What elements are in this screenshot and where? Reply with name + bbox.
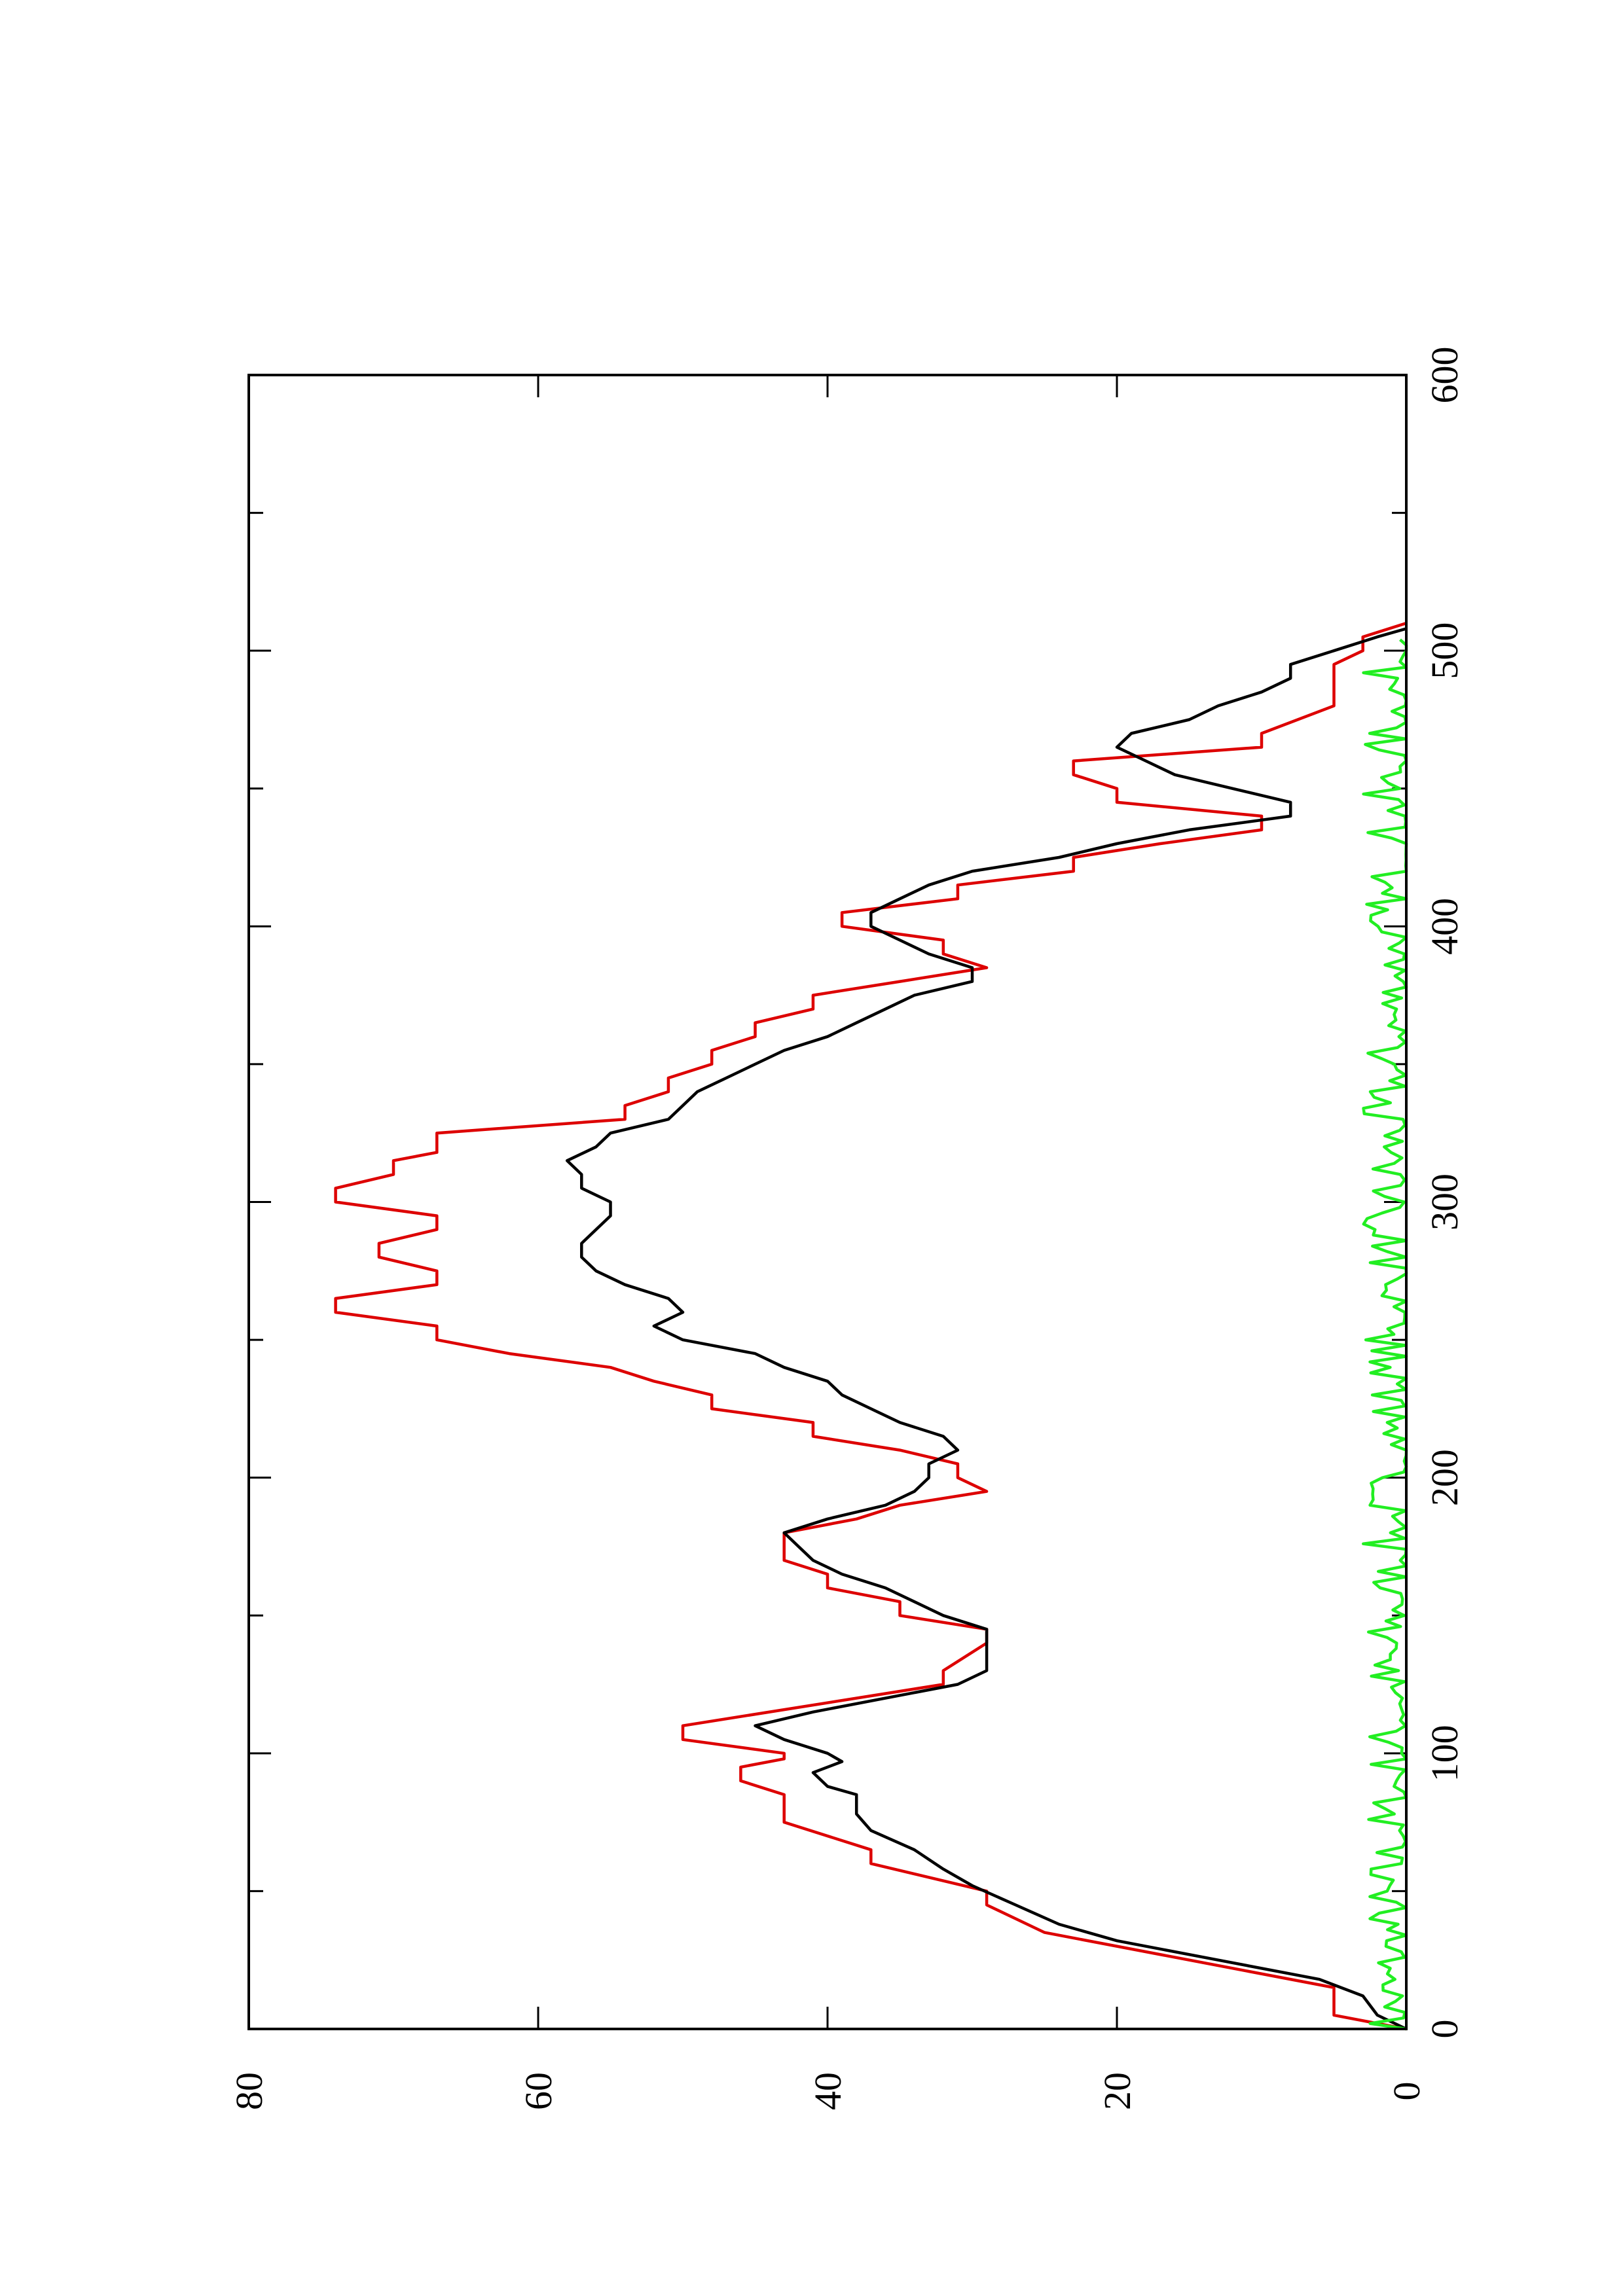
red-step-series [334,621,1407,2031]
y-tick-label: 80 [228,2072,270,2110]
y-tick-label: 40 [807,2072,849,2110]
y-tick-label: 60 [517,2072,560,2110]
y-tick-labels: 0 20 40 60 80 [228,2072,1428,2110]
black-series [565,627,1407,2031]
x-tick-label: 400 [1423,898,1466,955]
x-tick-label: 600 [1423,347,1466,404]
y-tick-label: 0 [1385,2082,1428,2101]
x-tick-label: 300 [1423,1174,1466,1230]
x-tick-label: 500 [1423,622,1466,679]
y-tick-label: 20 [1096,2072,1139,2110]
x-tick-label: 0 [1423,2020,1466,2039]
x-tick-labels: 0 100 200 300 400 500 600 [1423,347,1466,2039]
x-tick-label: 100 [1423,1725,1466,1782]
major-ticks [249,375,1406,2029]
x-tick-label: 200 [1423,1449,1466,1506]
plot-frame [247,374,1408,2030]
